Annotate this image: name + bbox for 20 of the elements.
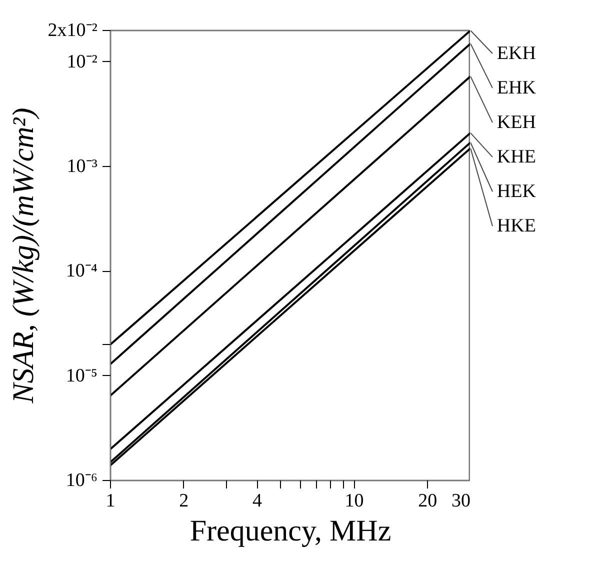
x-tick-label: 1	[106, 490, 116, 512]
x-tick-label: 10	[344, 490, 364, 512]
y-tick-label: 10⁻⁴	[66, 260, 98, 282]
y-tick-label: 10⁻⁵	[66, 365, 98, 386]
x-tick-label: 20	[418, 490, 438, 512]
x-axis-title: Frequency, MHz	[190, 514, 392, 548]
x-tick-label: 30	[452, 490, 470, 512]
series-label: KHE	[496, 146, 536, 168]
y-tick-label: 10⁻⁶	[66, 470, 98, 491]
text: HEK	[496, 181, 536, 202]
x-tick-label: 2	[179, 490, 189, 512]
y-tick-label: 10⁻³	[66, 156, 98, 178]
y-tick-label: 2x10⁻²	[48, 20, 98, 41]
x-tick-label: 4	[252, 490, 262, 512]
series-label: EKH	[496, 43, 536, 64]
y-tick-label: 10⁻²	[66, 51, 98, 72]
y-axis-title: NSAR, (W/kg)/(mW/cm²)	[6, 108, 40, 404]
text: KEH	[496, 112, 536, 134]
text: EHK	[496, 78, 536, 99]
text: HKE	[496, 216, 536, 237]
